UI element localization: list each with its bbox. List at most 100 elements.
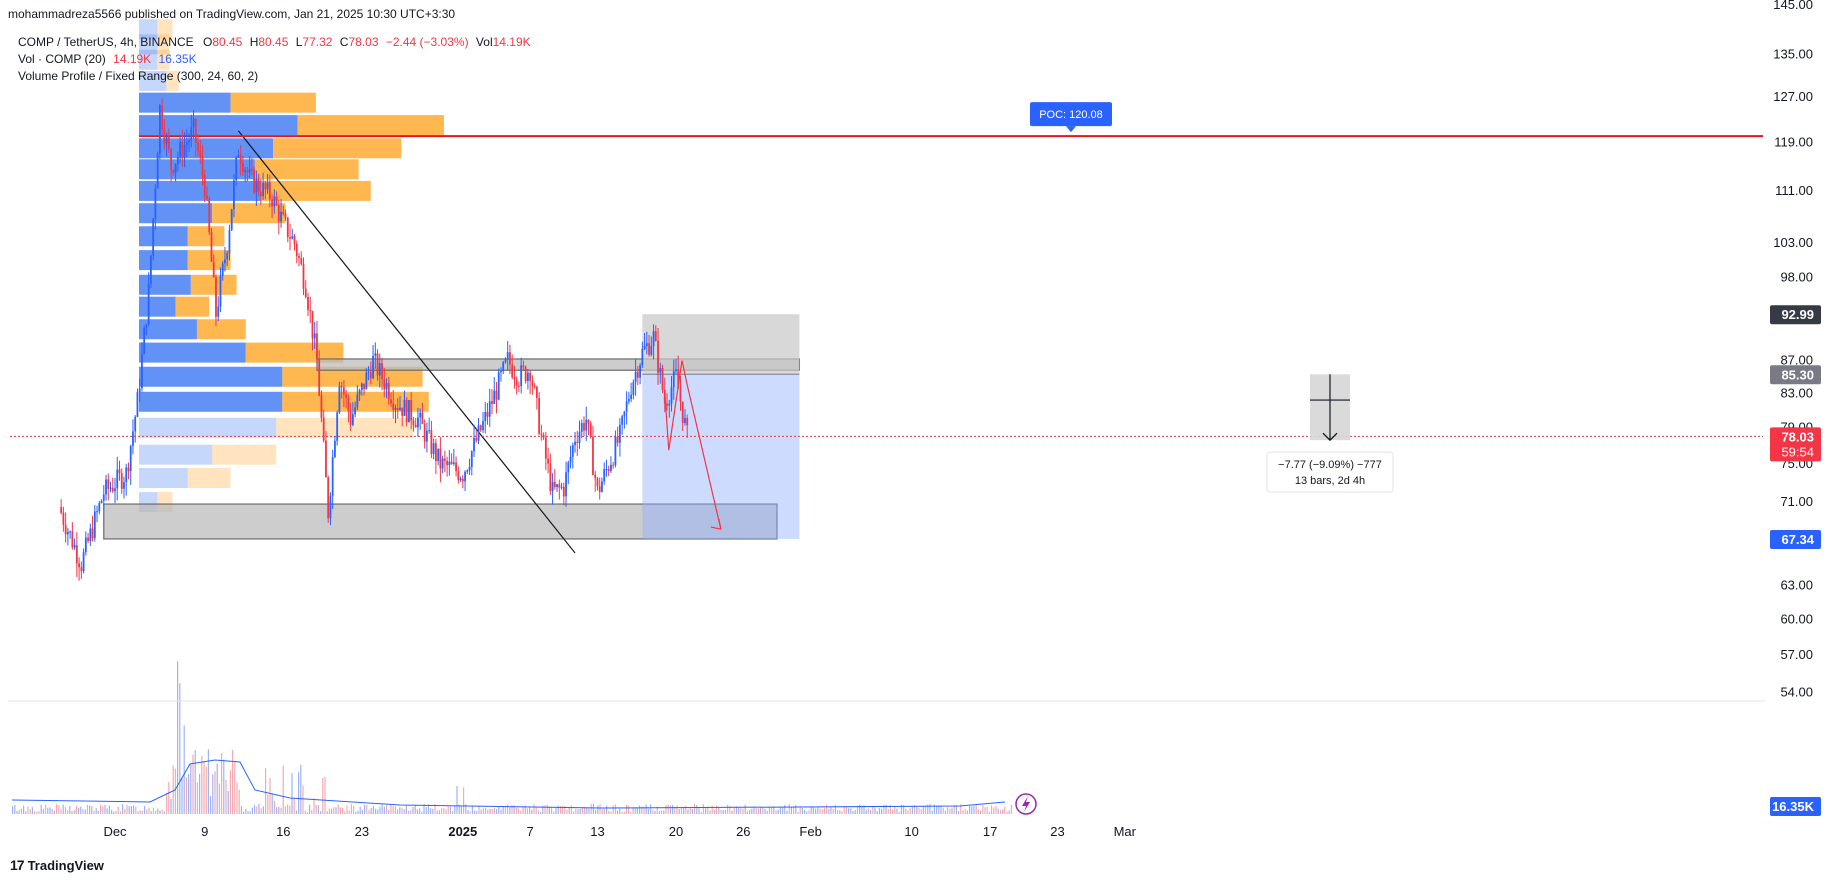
support-zone[interactable] — [103, 503, 778, 540]
candle — [289, 223, 291, 251]
volume-bar — [225, 779, 227, 814]
descending-trendline[interactable] — [237, 130, 576, 554]
candle-body — [239, 155, 242, 164]
candle — [587, 419, 590, 435]
volume-bar — [790, 806, 792, 814]
volume-bar — [630, 811, 632, 814]
candle-body — [430, 430, 433, 454]
volume-bar — [559, 806, 561, 814]
volume-bar — [271, 793, 273, 814]
volume-bar — [1010, 804, 1012, 814]
candle — [522, 360, 525, 372]
candle — [273, 189, 276, 214]
candle — [659, 362, 662, 384]
volume-bar — [962, 810, 964, 814]
candle-body — [185, 142, 188, 145]
candle — [632, 379, 635, 400]
volume-bar — [355, 811, 357, 814]
volume-indicator-legend[interactable]: Vol · COMP (20) 14.19K 16.35K — [18, 52, 197, 66]
volume-bar — [375, 808, 377, 814]
volume-bar — [876, 811, 878, 814]
candle — [329, 492, 332, 526]
candle — [91, 515, 94, 542]
candle-body — [434, 443, 437, 462]
volume-bar — [562, 806, 564, 814]
candle — [120, 468, 123, 494]
tradingview-brand[interactable]: 17 TradingView — [10, 857, 104, 873]
volume-bar — [320, 811, 322, 814]
volume-ma-line — [11, 759, 1006, 809]
candle-body — [569, 456, 572, 463]
take-profit-zone[interactable] — [642, 374, 800, 539]
candle — [174, 163, 177, 182]
volume-bar — [922, 806, 924, 814]
price-axis[interactable]: 145.00 135.00 127.00 119.00 111.00 103.00 98.0… — [1773, 0, 1813, 700]
volume-bar — [430, 808, 432, 814]
volume-profile-row — [139, 70, 179, 91]
candle — [524, 365, 527, 384]
candle-body — [273, 196, 276, 207]
candle-body — [605, 468, 608, 470]
candle — [448, 450, 451, 476]
candle-body — [259, 191, 262, 197]
short-position-tool[interactable] — [642, 314, 800, 539]
volume-profile-row — [139, 319, 246, 340]
candle — [650, 336, 653, 357]
poc-label[interactable]: POC: 120.08 — [1030, 102, 1112, 133]
candle-body — [293, 236, 296, 244]
candle — [426, 422, 428, 453]
volume-bar — [603, 808, 605, 814]
volume-bar — [969, 805, 971, 814]
candle-body — [452, 462, 455, 465]
candle-body — [197, 143, 199, 152]
candle — [432, 438, 435, 460]
volume-bar — [130, 806, 132, 814]
volume-bar — [927, 804, 929, 814]
volume-bar — [190, 763, 192, 814]
time-axis[interactable]: Dec 9 16 23 2025 7 13 20 26 Feb 10 17 23 Mar — [103, 824, 1136, 839]
candle-body — [470, 451, 473, 467]
candle-body — [641, 348, 644, 366]
volume-bar — [504, 806, 506, 814]
volume-bar — [694, 804, 696, 814]
candle-body — [327, 477, 330, 519]
candle — [84, 531, 87, 556]
volume-bar — [474, 810, 476, 814]
forecast-arrow[interactable] — [664, 360, 722, 530]
volume-bar — [185, 777, 187, 814]
stop-loss-zone[interactable] — [642, 314, 800, 375]
candle — [291, 228, 294, 240]
volume-bar — [696, 805, 698, 814]
candle — [592, 425, 594, 476]
price-tick-label: 127.00 — [1773, 89, 1813, 104]
volume-bar — [181, 778, 183, 814]
candle — [176, 151, 179, 172]
candle-body — [309, 310, 312, 312]
candle-body — [120, 472, 123, 489]
candle-body — [576, 441, 579, 443]
volume-bar — [599, 804, 601, 814]
volume-profile-legend[interactable]: Volume Profile / Fixed Range (300, 24, 6… — [18, 69, 258, 83]
candle-body — [358, 390, 361, 395]
symbol-legend[interactable]: COMP / TetherUS, 4h, BINANCE O80.45 H80.… — [18, 35, 531, 49]
volume-bar — [300, 764, 302, 814]
candle — [509, 344, 511, 374]
candle — [75, 532, 78, 577]
candle-body — [661, 368, 664, 390]
candle — [298, 253, 300, 267]
profile-bar-up — [139, 49, 158, 70]
volume-bar — [425, 807, 427, 814]
volume-bar — [698, 807, 700, 814]
candle — [408, 399, 410, 423]
candle-body — [544, 437, 547, 459]
volume-bar — [515, 808, 517, 814]
lightning-icon[interactable] — [1015, 793, 1037, 815]
measure-tool[interactable]: −7.77 (−9.09%) −777 13 bars, 2d 4h — [1266, 374, 1394, 493]
volume-bar — [135, 806, 137, 814]
volume-bar — [711, 805, 713, 814]
candle-body — [199, 151, 202, 158]
volume-bar — [133, 805, 135, 814]
volume-bar — [324, 776, 326, 814]
volume-bar — [953, 804, 955, 814]
